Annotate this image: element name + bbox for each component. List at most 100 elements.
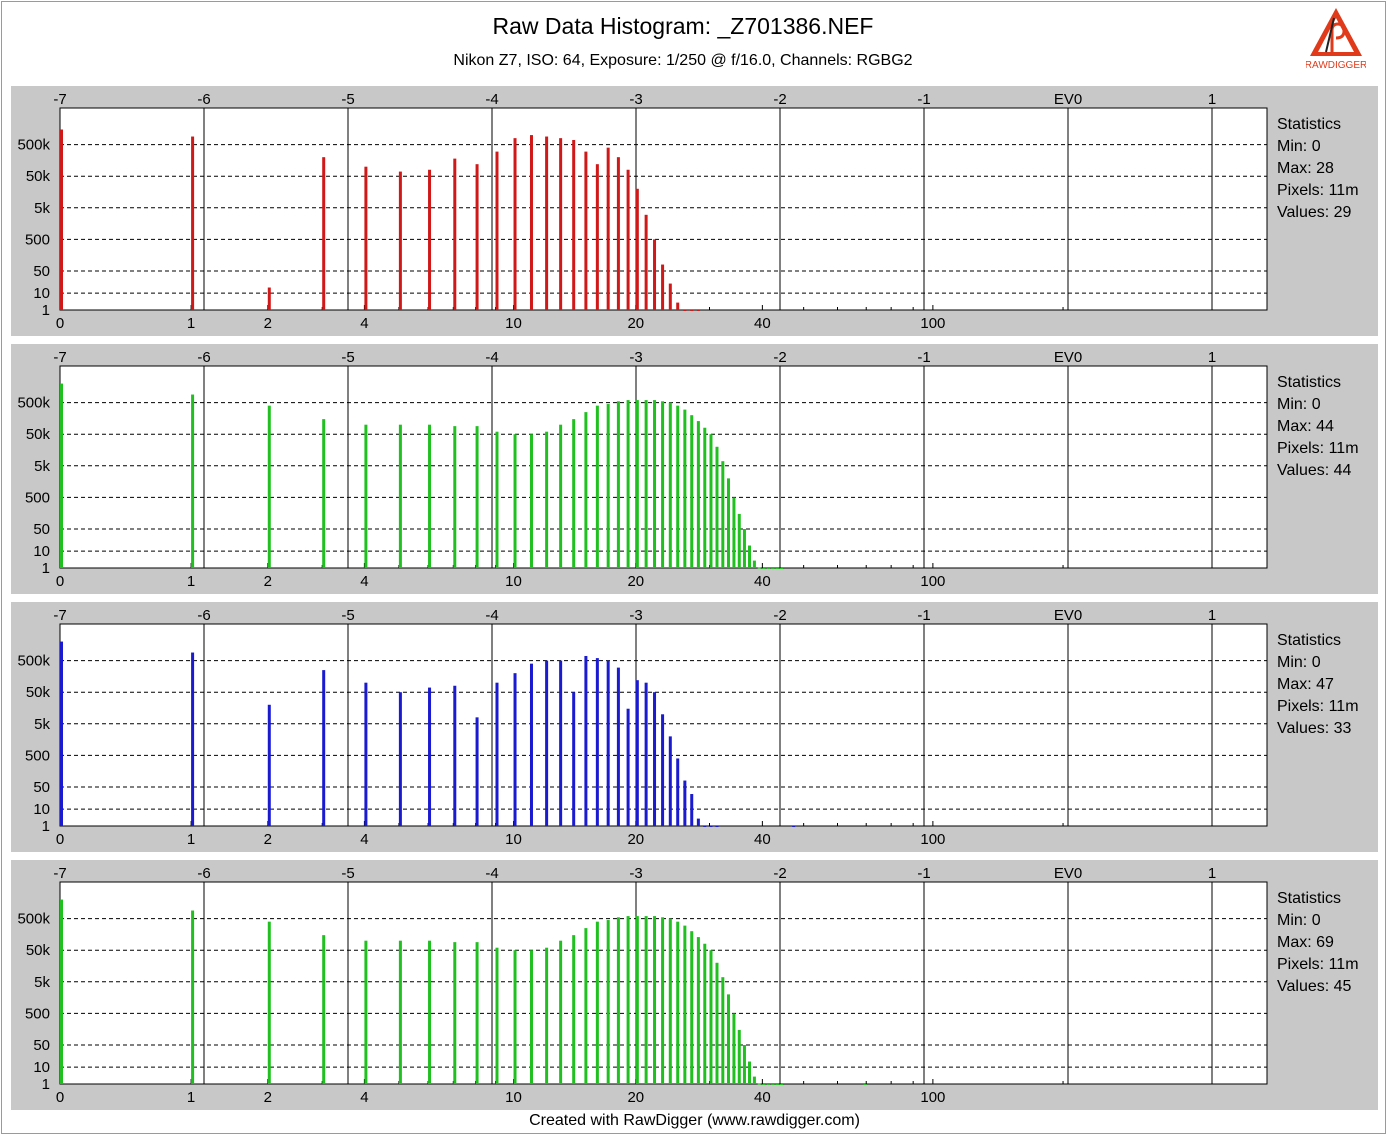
histogram-bar	[322, 670, 326, 826]
histogram-bar	[267, 704, 271, 826]
stats-min-value: 0	[1311, 396, 1321, 413]
x-tick-label: 10	[505, 315, 522, 332]
histogram-bar	[60, 641, 63, 826]
histogram-bar	[726, 994, 730, 1084]
histogram-bar	[60, 383, 63, 568]
histogram-bar	[635, 188, 639, 310]
histogram-bar	[572, 139, 576, 310]
histogram-bar	[775, 568, 779, 569]
footer-credit: Created with RawDigger (www.rawdigger.co…	[529, 1112, 860, 1129]
x-tick-label: 10	[505, 573, 522, 590]
stats-max-value: 44	[1316, 418, 1334, 435]
y-tick-label: 500	[25, 231, 50, 248]
histogram-bar	[757, 567, 761, 569]
histogram-bar	[726, 478, 730, 568]
histogram-bar	[453, 158, 457, 310]
histogram-bar	[606, 660, 610, 826]
histogram-bar	[572, 935, 576, 1084]
histogram-bar	[191, 910, 195, 1084]
histogram-bar	[668, 402, 672, 568]
histogram-bar	[428, 424, 432, 568]
x-tick-label: 1	[187, 831, 195, 848]
stats-row: Statistics	[1277, 888, 1359, 910]
stats-row: Pixels: 11m	[1277, 954, 1359, 976]
ev-tick-label: -5	[341, 865, 354, 882]
stats-max-label: Max:	[1277, 934, 1312, 951]
chart-subtitle: Nikon Z7, ISO: 64, Exposure: 1/250 @ f/1…	[453, 52, 913, 69]
histogram-bar	[559, 424, 563, 568]
histogram-bar	[60, 899, 63, 1084]
stats-values-label: Values:	[1277, 462, 1330, 479]
histogram-bar	[322, 935, 326, 1084]
stats-row: Max: 69	[1277, 932, 1359, 954]
histogram-bar	[752, 560, 756, 568]
histogram-bar	[626, 708, 630, 826]
histogram-bar	[626, 916, 630, 1084]
stats-min-label: Min:	[1277, 138, 1308, 155]
histogram-bar	[60, 129, 63, 310]
x-tick-label: 40	[754, 315, 771, 332]
x-tick-label: 100	[920, 831, 945, 848]
stats-row: Max: 47	[1277, 674, 1359, 696]
y-tick-label: 50k	[26, 426, 51, 443]
stats-values-value: 45	[1333, 978, 1352, 995]
ev-tick-label: 1	[1208, 91, 1216, 108]
histogram-bar	[191, 652, 195, 826]
histogram-bar	[721, 977, 725, 1084]
ev-tick-label: 1	[1208, 607, 1216, 624]
x-tick-label: 20	[627, 831, 644, 848]
stats-values-value: 44	[1333, 462, 1352, 479]
histogram-bar	[475, 942, 479, 1084]
histogram-bar	[635, 916, 639, 1084]
histogram-bar	[616, 157, 620, 310]
stats-max-label: Max:	[1277, 418, 1312, 435]
ev-tick-label: -5	[341, 349, 354, 366]
x-tick-label: 2	[264, 573, 272, 590]
stats-row: Min: 0	[1277, 136, 1359, 158]
ev-tick-label: 1	[1208, 349, 1216, 366]
histogram-bar	[683, 780, 687, 826]
histogram-bar	[529, 950, 533, 1084]
histogram-bar	[715, 446, 719, 568]
y-tick-label: 5k	[34, 716, 50, 733]
stats-header: Statistics	[1277, 116, 1342, 133]
histogram-bar	[529, 663, 533, 826]
y-tick-label: 5k	[34, 200, 50, 217]
y-tick-label: 10	[33, 801, 50, 818]
ev-tick-label: -3	[629, 91, 642, 108]
histogram-bar	[616, 667, 620, 826]
chart-title: Raw Data Histogram: _Z701386.NEF	[492, 13, 874, 39]
histogram-bar	[779, 568, 783, 569]
histogram-bar	[545, 431, 549, 568]
histogram-bar	[559, 138, 563, 310]
x-tick-label: 40	[754, 831, 771, 848]
stats-pixels-label: Pixels:	[1277, 698, 1325, 715]
histogram-bar	[732, 1013, 736, 1084]
histogram-bar	[683, 925, 687, 1084]
histogram-bar	[653, 916, 657, 1084]
ev-tick-label: -4	[485, 865, 498, 882]
histogram-bar	[475, 426, 479, 568]
x-tick-label: 0	[56, 315, 64, 332]
histogram-bar	[771, 568, 775, 569]
stats-pixels-label: Pixels:	[1277, 956, 1325, 973]
histogram-bar	[690, 794, 694, 826]
histogram-bar	[653, 400, 657, 568]
ev-tick-label: -6	[197, 349, 210, 366]
histogram-panel-r: 500k 50k 5k 500 50 10 1 -7 -6 -5 -4 -3 -2 -1 EV0 1 0 1 2 4 1…	[11, 86, 1378, 336]
x-tick-label: 100	[920, 573, 945, 590]
histogram-bar	[779, 1084, 783, 1085]
y-tick-label: 50	[33, 263, 50, 280]
y-tick-label: 500k	[17, 653, 50, 670]
histogram-bar	[584, 151, 588, 310]
ev-tick-label: -3	[629, 349, 642, 366]
histogram-bar	[661, 917, 665, 1084]
stats-row: Statistics	[1277, 372, 1359, 394]
histogram-bar	[696, 310, 700, 311]
histogram-bar	[683, 310, 687, 311]
stats-row: Pixels: 11m	[1277, 180, 1359, 202]
x-tick-label: 10	[505, 831, 522, 848]
statistics-block: Statistics Min: 0 Max: 47 Pixels: 11m Values…	[1277, 630, 1359, 740]
